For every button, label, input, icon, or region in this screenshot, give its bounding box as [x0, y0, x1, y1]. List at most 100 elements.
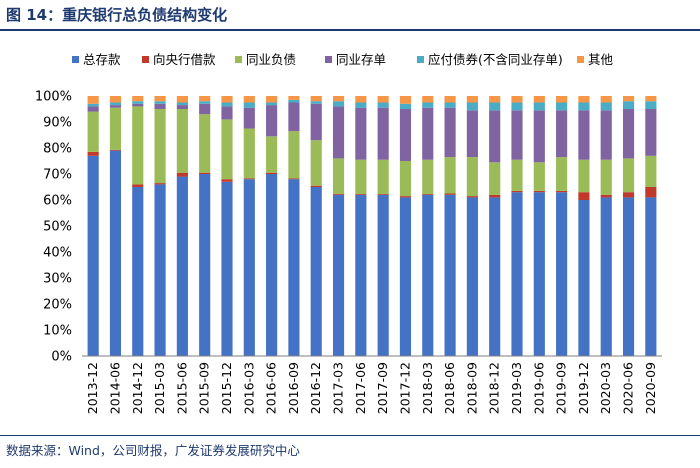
bar-segment	[266, 102, 278, 106]
bar-segment	[87, 111, 99, 152]
bar-segment	[466, 196, 478, 198]
bar-segment	[422, 96, 434, 103]
bar-segment	[422, 194, 434, 195]
bar-segment	[221, 96, 233, 103]
bar-segment	[511, 110, 523, 160]
bar-segment	[288, 99, 300, 103]
bar-segment	[154, 109, 166, 184]
x-tick-label: 2014-12	[130, 362, 145, 414]
legend-swatch	[325, 56, 332, 63]
bar-segment	[266, 136, 278, 173]
bar-segment	[266, 172, 278, 174]
bar-segment	[399, 161, 412, 197]
x-tick-label: 2017-03	[331, 362, 346, 414]
legend-swatch	[72, 56, 79, 63]
y-tick-label: 40%	[43, 246, 72, 261]
bar-segment	[533, 192, 545, 356]
x-tick-label: 2020-09	[643, 362, 658, 414]
bar-segment	[578, 200, 590, 356]
bar-segment	[266, 105, 278, 137]
bar-segment	[511, 159, 523, 191]
bar-segment	[444, 96, 456, 103]
y-tick-label: 30%	[43, 272, 72, 287]
bar-segment	[489, 197, 501, 356]
bar-segment	[444, 194, 456, 356]
bar-segment	[199, 96, 211, 102]
bar-segment	[533, 110, 545, 163]
x-tick-label: 2014-06	[107, 362, 122, 414]
bar-segment	[109, 149, 122, 151]
bar-segment	[355, 102, 367, 108]
legend-swatch	[235, 56, 242, 63]
legend-label: 总存款	[83, 52, 121, 67]
bar-segment	[310, 185, 322, 187]
bar-segment	[444, 193, 456, 195]
x-tick-label: 2017-06	[353, 362, 368, 414]
bar-segment	[578, 102, 590, 111]
source-note: 数据来源：Wind，公司财报，广发证券发展研究中心	[6, 443, 300, 458]
x-tick-label: 2016-12	[308, 362, 323, 414]
bar-segment	[154, 103, 166, 109]
bar-segment	[332, 194, 345, 195]
bar-segment	[87, 155, 99, 356]
bar-segment	[310, 103, 322, 141]
bar-segment	[221, 106, 233, 120]
legend-label: 同业存单	[336, 52, 386, 67]
bar-segment	[176, 102, 188, 106]
bar-segment	[622, 96, 635, 102]
bar-segment	[176, 105, 188, 109]
bar-segment	[332, 194, 345, 356]
bar-segment	[399, 96, 412, 104]
bar-segment	[578, 110, 590, 160]
bar-segment	[132, 184, 144, 187]
x-tick-label: 2015-03	[152, 362, 167, 414]
bar-segment	[332, 101, 345, 107]
bar-segment	[377, 194, 389, 195]
bar-segment	[109, 102, 122, 106]
bar-segment	[556, 96, 568, 103]
footer-rule	[0, 435, 700, 436]
x-tick-label: 2018-03	[420, 362, 435, 414]
bar-segment	[533, 162, 545, 191]
bar-segment	[132, 96, 144, 102]
y-tick-label: 10%	[43, 324, 72, 339]
bar-segment	[243, 178, 255, 180]
legend-label: 向央行借款	[153, 52, 216, 67]
x-tick-label: 2019-06	[531, 362, 546, 414]
bar-segment	[288, 178, 300, 180]
y-tick-label: 90%	[43, 116, 72, 131]
bar-segment	[199, 174, 211, 356]
bar-segment	[622, 192, 635, 198]
bar-segment	[489, 96, 501, 103]
bar-segment	[489, 162, 501, 195]
bar-segment	[332, 96, 345, 102]
bar-segment	[87, 103, 99, 107]
bar-segment	[466, 102, 478, 111]
bar-segment	[288, 96, 300, 100]
bar-segment	[199, 172, 211, 174]
bar-segment	[199, 114, 211, 173]
bar-segment	[622, 101, 635, 109]
x-tick-label: 2015-06	[174, 362, 189, 414]
bar-segment	[266, 96, 278, 103]
bar-segment	[199, 101, 211, 104]
bar-segment	[243, 96, 255, 103]
bar-segment	[511, 192, 523, 356]
bar-segment	[444, 107, 456, 158]
bar-segment	[109, 105, 122, 108]
page-title: 图 14：重庆银行总负债结构变化	[6, 6, 228, 24]
bar-segment	[243, 102, 255, 108]
bar-segment	[355, 159, 367, 195]
bar-segment	[87, 106, 99, 112]
y-tick-label: 70%	[43, 168, 72, 183]
bar-segment	[489, 110, 501, 163]
y-tick-label: 80%	[43, 142, 72, 157]
bar-segment	[600, 194, 612, 198]
bar-segment	[377, 159, 389, 195]
y-tick-label: 0%	[51, 350, 72, 365]
bar-segment	[176, 176, 188, 356]
bar-segment	[355, 194, 367, 195]
bar-segment	[109, 107, 122, 150]
bar-segment	[466, 197, 478, 356]
x-axis: 2013-12 2014-06 2014-12 2015-03 2015-06 2015-…	[85, 362, 658, 414]
